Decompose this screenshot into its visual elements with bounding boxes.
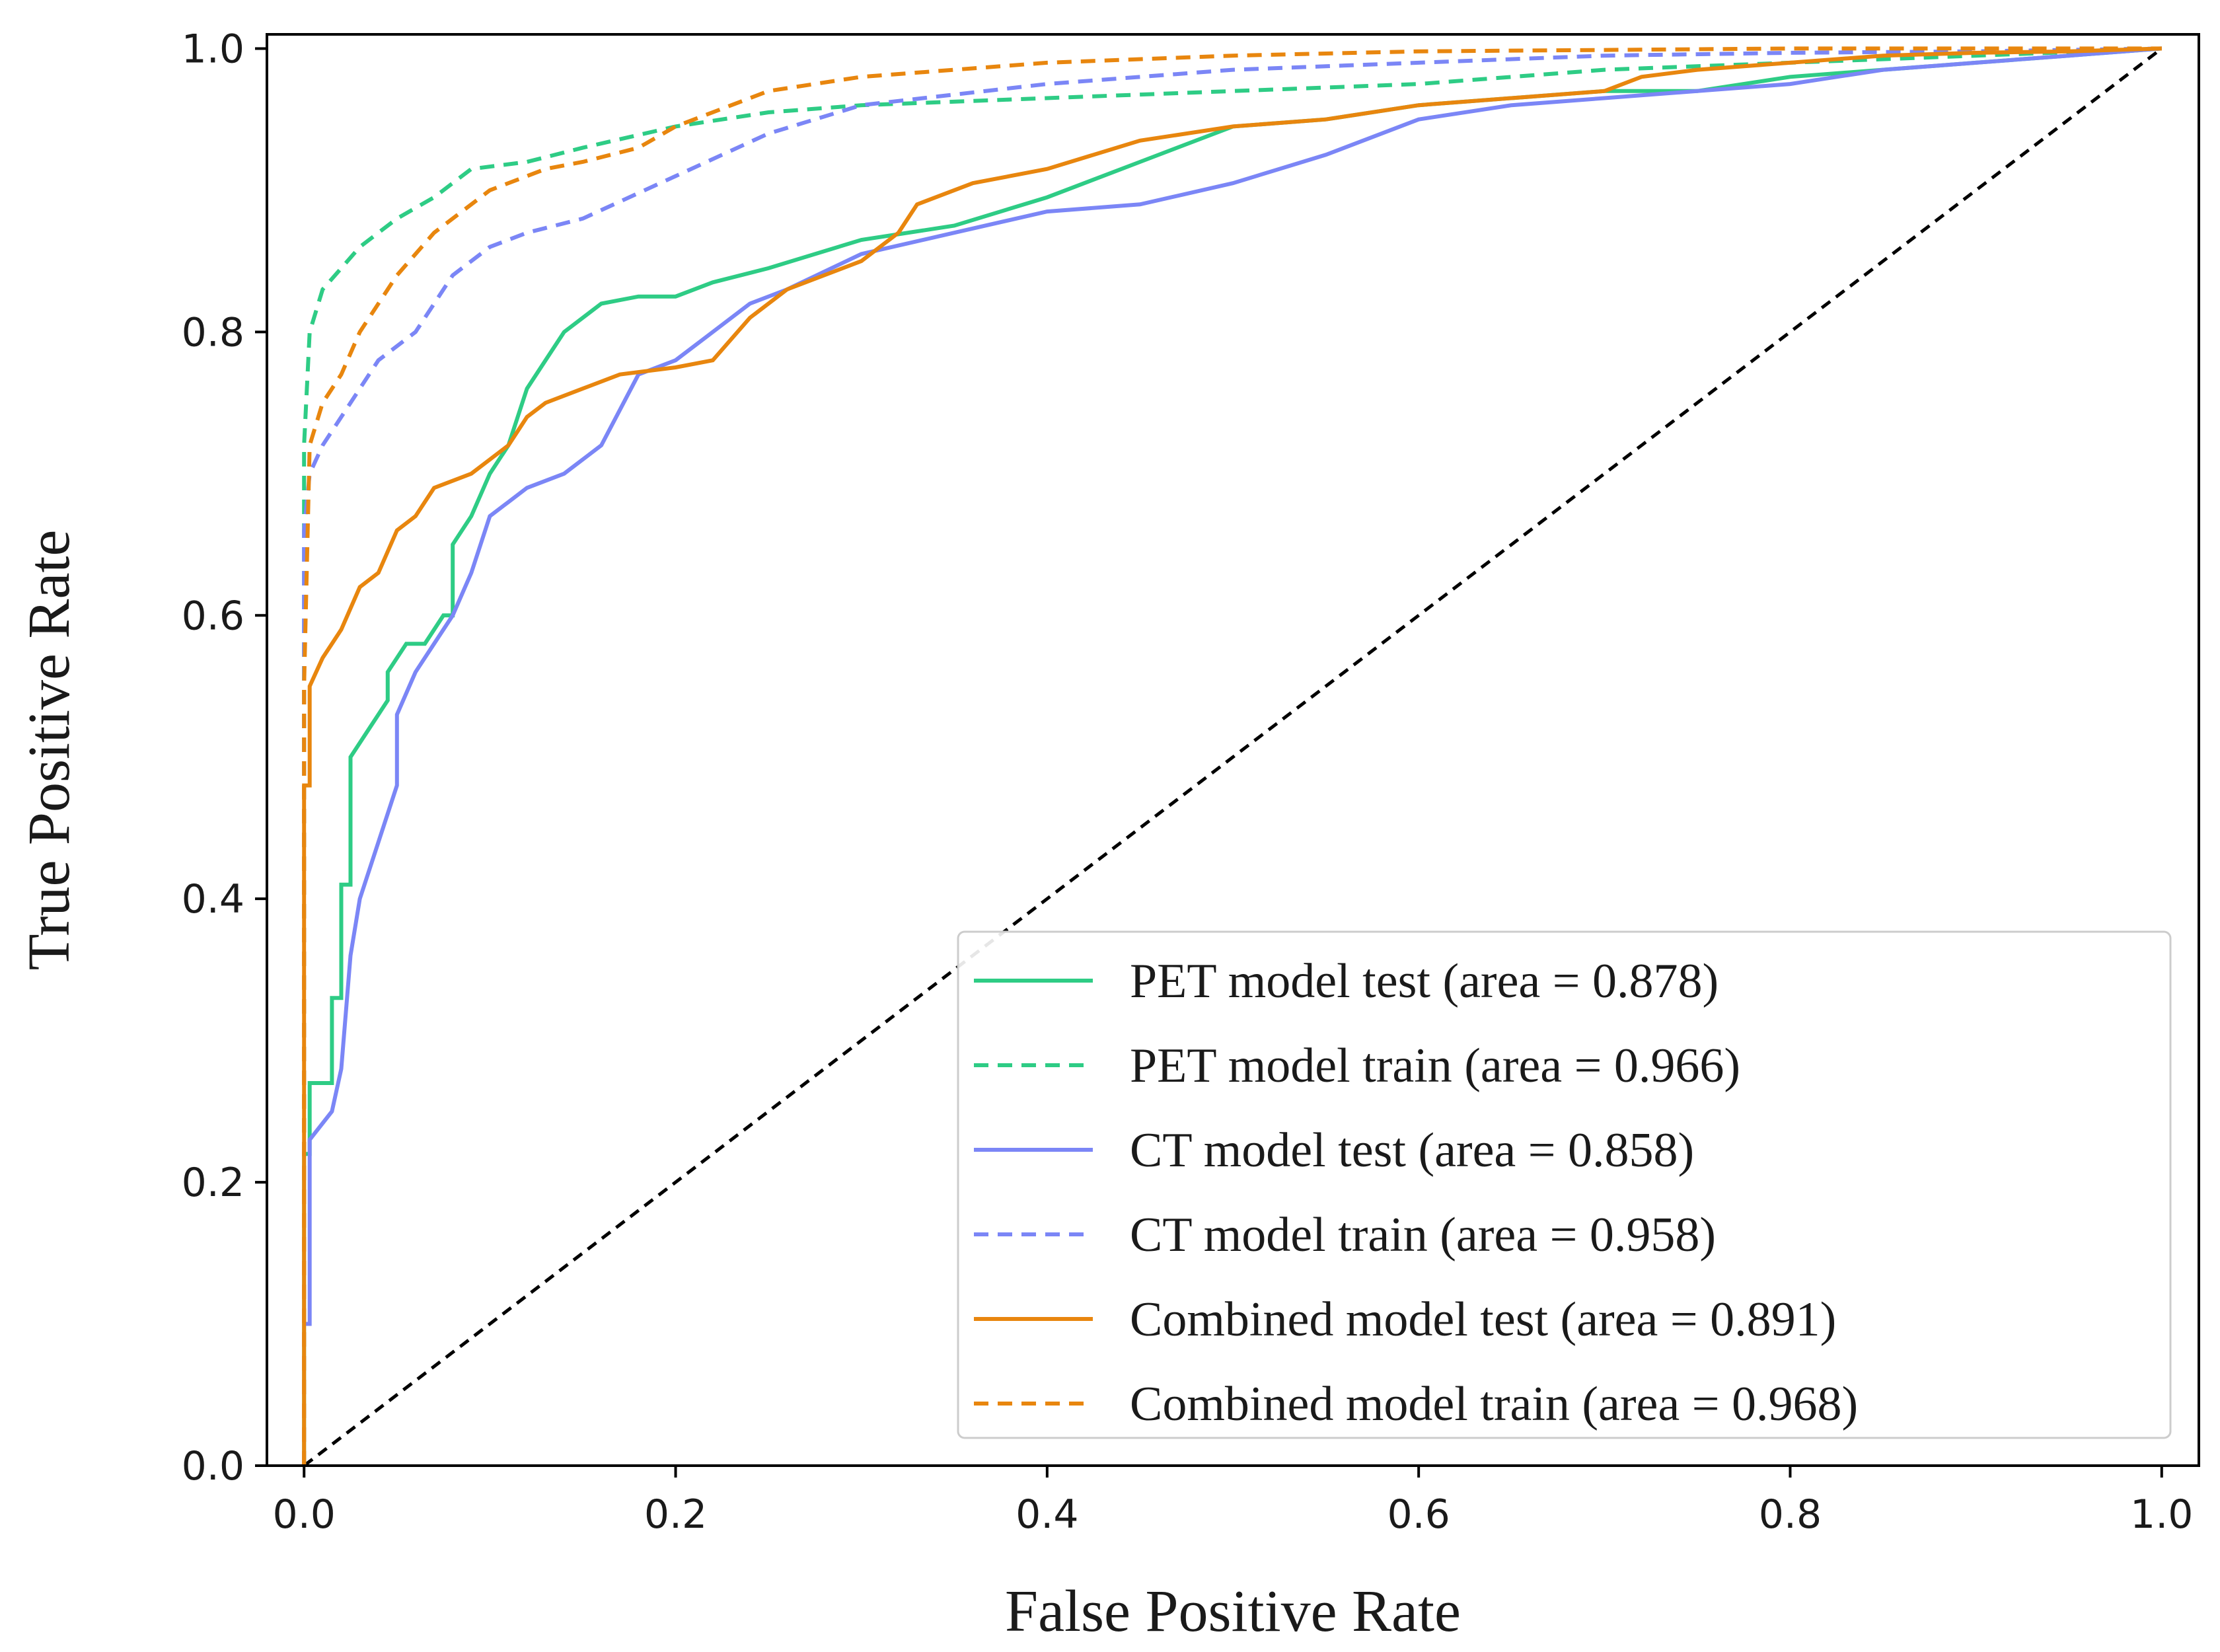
series-line-3	[302, 46, 2162, 1466]
legend-label-5: Combined model train (area = 0.968)	[1130, 1377, 1858, 1431]
y-tick-label: 0.8	[182, 309, 244, 356]
x-tick-label: 0.4	[1016, 1491, 1078, 1538]
x-tick-label: 1.0	[2130, 1491, 2193, 1538]
x-tick-label: 0.8	[1759, 1491, 1822, 1538]
axes-frame	[266, 33, 2200, 1467]
legend-label-3: CT model train (area = 0.958)	[1130, 1208, 1716, 1262]
y-tick-label: 0.6	[182, 593, 244, 639]
series-line-4	[302, 46, 2162, 1466]
legend-box	[957, 930, 2172, 1439]
x-tick-label: 0.2	[644, 1491, 707, 1538]
y-tick-label: 0.2	[182, 1160, 244, 1206]
y-axis-title: True Positive Rate	[17, 530, 82, 971]
series-line-1	[302, 46, 2162, 1466]
legend: PET model test (area = 0.878) PET model t…	[957, 930, 2172, 1439]
series-line-5	[302, 46, 2162, 1466]
y-tick-label: 0.0	[182, 1443, 244, 1489]
x-tick-label: 0.6	[1387, 1491, 1450, 1538]
legend-label-2: CT model test (area = 0.858)	[1130, 1123, 1694, 1178]
x-axis-title: False Positive Rate	[1005, 1579, 1461, 1644]
diagonal-reference-line	[303, 47, 2163, 1466]
x-tick-label: 0.0	[273, 1491, 336, 1538]
y-tick-label: 1.0	[182, 26, 244, 72]
y-tick-label: 0.4	[182, 876, 244, 922]
legend-label-0: PET model test (area = 0.878)	[1130, 954, 1719, 1008]
series-line-2	[304, 46, 2163, 1326]
legend-label-4: Combined model test (area = 0.891)	[1130, 1293, 1836, 1347]
legend-label-1: PET model train (area = 0.966)	[1130, 1039, 1740, 1093]
